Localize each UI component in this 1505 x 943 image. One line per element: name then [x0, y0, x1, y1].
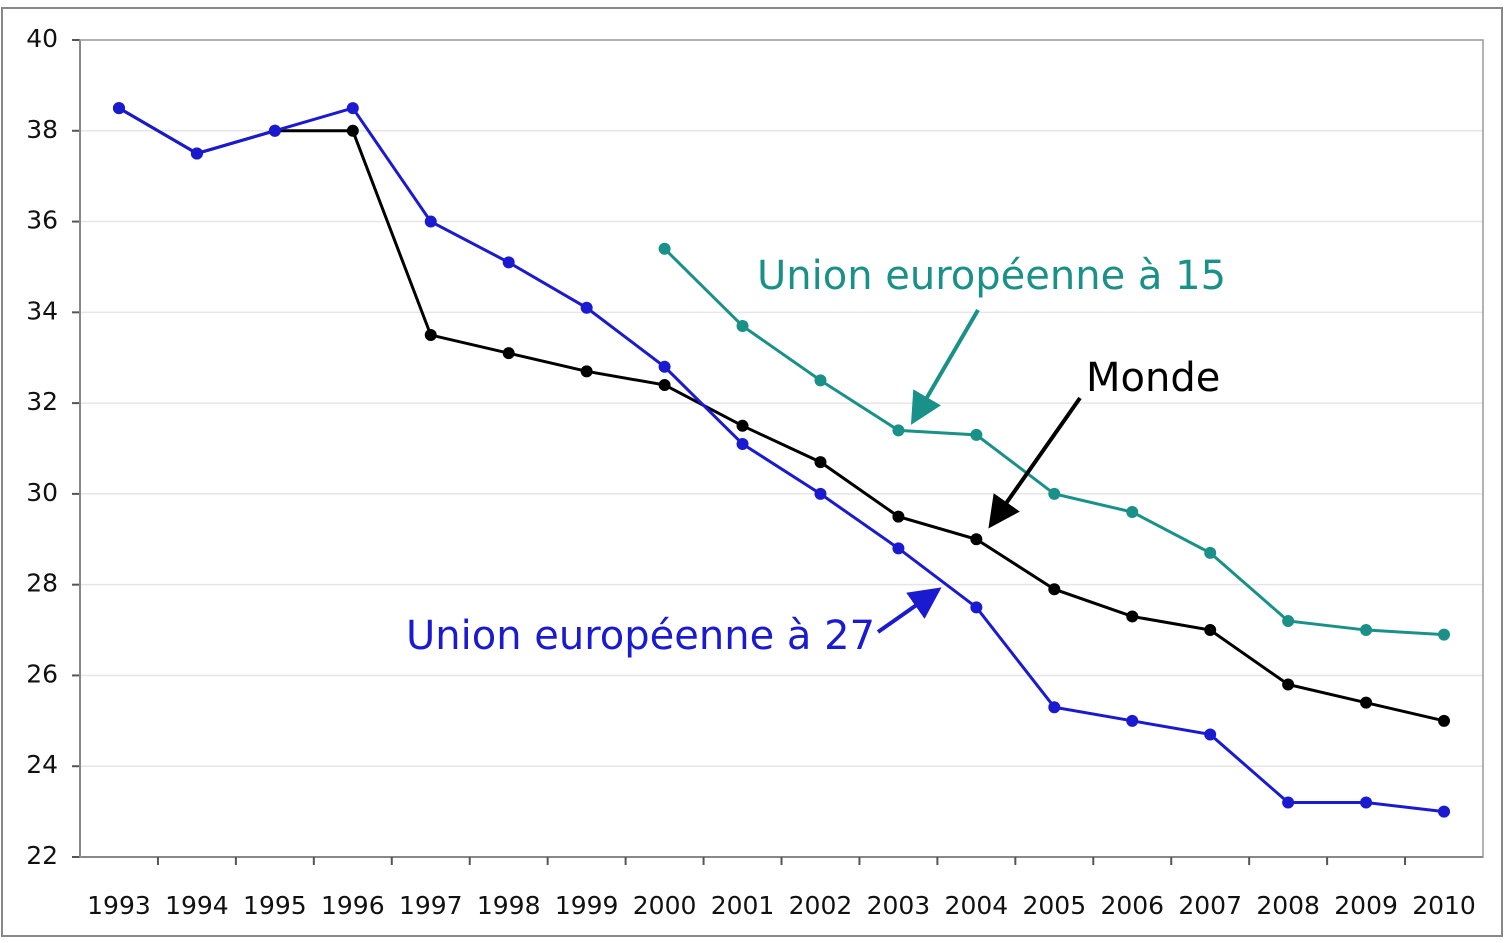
- data-point: [580, 365, 593, 378]
- data-point: [1438, 628, 1451, 641]
- x-tick-label: 1993: [87, 891, 151, 920]
- annotation: Union européenne à 27: [406, 613, 875, 659]
- plot: [112, 102, 1451, 818]
- y-tick-label: 26: [26, 659, 58, 688]
- x-tick-label: 1996: [321, 891, 385, 920]
- data-point: [658, 360, 671, 373]
- data-point: [1048, 583, 1061, 596]
- y-tick-label: 34: [26, 296, 58, 325]
- data-point: [1126, 610, 1139, 623]
- data-point: [970, 428, 983, 441]
- data-point: [1048, 487, 1061, 500]
- data-point: [1048, 701, 1061, 714]
- plot-border: [79, 39, 1484, 858]
- data-point: [658, 242, 671, 255]
- x-tick-label: 2008: [1256, 891, 1320, 920]
- data-point: [580, 301, 593, 314]
- y-tick-label: 32: [26, 387, 58, 416]
- data-point: [502, 347, 515, 360]
- y-tick-label: 30: [26, 478, 58, 507]
- data-point: [1360, 624, 1373, 637]
- x-tick-label: 2005: [1022, 891, 1086, 920]
- data-point: [1438, 805, 1451, 818]
- data-point: [892, 510, 905, 523]
- x-tick-label: 1995: [243, 891, 307, 920]
- series-line: [663, 247, 1445, 637]
- data-point: [1204, 546, 1217, 559]
- data-point: [502, 256, 515, 269]
- data-point: [814, 456, 827, 469]
- x-tick-label: 1999: [555, 891, 619, 920]
- data-point: [1282, 796, 1295, 809]
- y-tick-label: 38: [26, 115, 58, 144]
- data-point: [1126, 506, 1139, 519]
- x-tick-label: 2007: [1178, 891, 1242, 920]
- data-point: [268, 124, 281, 137]
- annotation: Monde: [1086, 355, 1220, 401]
- data-point: [658, 378, 671, 391]
- x-tick-label: 2006: [1100, 891, 1164, 920]
- data-point: [736, 437, 749, 450]
- data-point: [112, 102, 125, 115]
- data-point: [736, 419, 749, 432]
- x-tick-label: 2003: [867, 891, 931, 920]
- x-tick-label: 1997: [399, 891, 463, 920]
- data-point: [1282, 614, 1295, 627]
- data-point: [1204, 728, 1217, 741]
- data-point: [1360, 696, 1373, 709]
- x-tick-label: 1998: [477, 891, 541, 920]
- data-point: [346, 102, 359, 115]
- grid: 22 24 26 28 30 32 34 36 38 40 1993 1994 1995 1996 1997…: [26, 24, 1484, 920]
- data-point: [892, 424, 905, 437]
- data-point: [736, 319, 749, 332]
- data-point: [424, 215, 437, 228]
- y-tick-label: 22: [26, 841, 58, 870]
- x-tick-label: 2000: [633, 891, 697, 920]
- data-point: [814, 487, 827, 500]
- x-tick-label: 2010: [1412, 891, 1476, 920]
- data-point: [970, 601, 983, 614]
- arrow: [910, 308, 980, 425]
- data-point: [1204, 624, 1217, 637]
- series-line: [118, 106, 1445, 723]
- data-point: [814, 374, 827, 387]
- x-tick-label: 1994: [165, 891, 229, 920]
- data-point: [346, 124, 359, 137]
- data-point: [892, 542, 905, 555]
- y-tick-label: 40: [26, 24, 58, 53]
- data-point: [1126, 714, 1139, 727]
- y-tick-label: 28: [26, 569, 58, 598]
- arrow: [876, 587, 942, 634]
- y-tick-label: 24: [26, 750, 58, 779]
- data-point: [424, 329, 437, 342]
- x-tick-label: 2004: [945, 891, 1009, 920]
- data-point: [1438, 714, 1451, 727]
- y-tick-label: 36: [26, 206, 58, 235]
- data-point: [190, 147, 203, 160]
- frame: [1, 7, 1503, 937]
- series-line: [118, 106, 1445, 814]
- annotation: Union européenne à 15: [757, 253, 1226, 299]
- x-tick-label: 2002: [789, 891, 853, 920]
- data-point: [1282, 678, 1295, 691]
- x-tick-label: 2009: [1334, 891, 1398, 920]
- data-point: [1360, 796, 1373, 809]
- data-point: [970, 533, 983, 546]
- x-tick-label: 2001: [711, 891, 775, 920]
- arrow: [988, 396, 1082, 529]
